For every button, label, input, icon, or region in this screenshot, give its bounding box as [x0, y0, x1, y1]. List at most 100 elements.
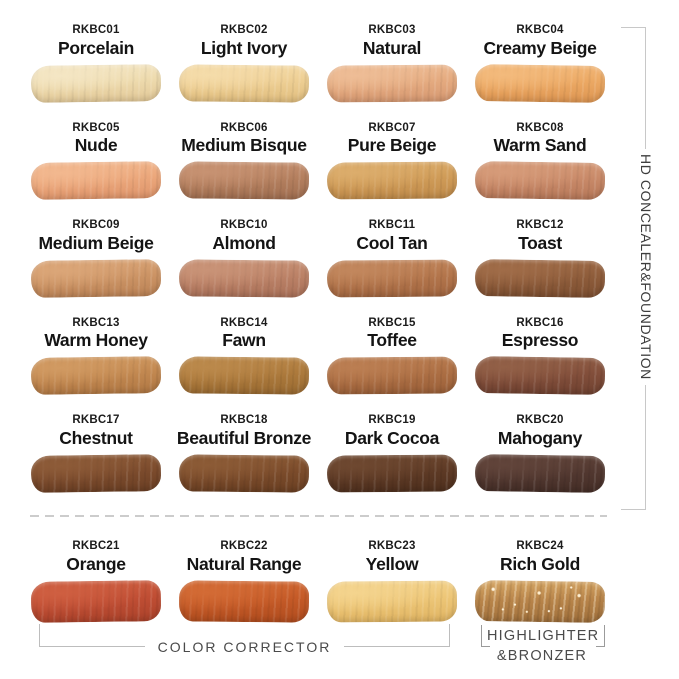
- highlighter-label-line1: HIGHLIGHTER: [487, 628, 600, 644]
- shade-swatch: [178, 259, 310, 298]
- shade-swatch: [474, 258, 606, 298]
- shade-cell-rkbc12: RKBC12 Toast: [466, 203, 614, 301]
- shade-code: RKBC10: [220, 219, 268, 231]
- highlighter-label-line2: &BRONZER: [496, 647, 588, 664]
- shade-swatch: [326, 64, 458, 103]
- shade-cell-rkbc04: RKBC04 Creamy Beige: [466, 8, 614, 106]
- shade-cell-rkbc11: RKBC11 Cool Tan: [318, 203, 466, 301]
- shade-name: Toffee: [367, 330, 417, 351]
- shade-name: Toast: [518, 232, 562, 253]
- shade-code: RKBC24: [516, 540, 564, 552]
- shade-name: Natural Range: [186, 553, 302, 574]
- shade-swatch: [30, 453, 162, 493]
- highlighter-bronzer-label: HIGHLIGHTER &BRONZER: [487, 627, 600, 666]
- corrector-bronzer-grid: RKBC21 Orange RKBC22 Natural Range RKBC23 Yel…: [22, 524, 614, 636]
- shade-swatch: [474, 453, 606, 493]
- shade-name: Dark Cocoa: [344, 427, 440, 448]
- shade-name: Warm Honey: [44, 330, 148, 351]
- shade-swatch: [326, 259, 458, 298]
- shade-swatch: [30, 356, 162, 396]
- shade-swatch: [30, 258, 162, 298]
- shade-name: Fawn: [222, 330, 266, 351]
- shade-cell-rkbc22: RKBC22 Natural Range: [170, 524, 318, 636]
- shade-cell-rkbc19: RKBC19 Dark Cocoa: [318, 398, 466, 496]
- color-corrector-bracket: COLOR CORRECTOR: [39, 624, 450, 654]
- shade-name: Rich Gold: [500, 553, 580, 574]
- highlighter-bracket-left: [481, 625, 490, 647]
- bracket-segment-bottom: [621, 384, 646, 510]
- shade-name: Light Ivory: [200, 37, 288, 58]
- shade-swatch: [178, 64, 310, 103]
- shade-cell-rkbc10: RKBC10 Almond: [170, 203, 318, 301]
- shade-code: RKBC16: [516, 316, 564, 329]
- shade-name: Warm Sand: [493, 135, 587, 156]
- shade-cell-rkbc02: RKBC02 Light Ivory: [170, 8, 318, 106]
- shade-name: Creamy Beige: [483, 37, 597, 58]
- shade-code: RKBC11: [368, 219, 416, 231]
- shade-cell-rkbc16: RKBC16 Espresso: [466, 301, 614, 399]
- shade-cell-rkbc05: RKBC05 Nude: [22, 106, 170, 204]
- shade-name: Espresso: [501, 330, 579, 351]
- bracket-segment-top: [621, 27, 646, 149]
- shade-swatch: [326, 454, 458, 493]
- shade-cell-rkbc21: RKBC21 Orange: [22, 524, 170, 636]
- shade-cell-rkbc13: RKBC13 Warm Honey: [22, 301, 170, 399]
- shade-swatch: [474, 161, 606, 201]
- shade-code: RKBC04: [516, 24, 564, 36]
- shade-name: Beautiful Bronze: [176, 427, 312, 448]
- shade-cell-rkbc08: RKBC08 Warm Sand: [466, 106, 614, 204]
- shade-swatch: [178, 580, 310, 623]
- shade-name: Orange: [66, 553, 126, 574]
- color-corrector-label: COLOR CORRECTOR: [157, 639, 332, 655]
- shade-code: RKBC01: [72, 24, 120, 36]
- shade-swatch: [326, 580, 458, 623]
- highlighter-bracket-right: [596, 625, 605, 647]
- shade-cell-rkbc24: RKBC24 Rich Gold: [466, 524, 614, 636]
- concealer-foundation-grid: RKBC01 Porcelain RKBC02 Light Ivory RKBC03 Na…: [22, 8, 614, 496]
- shade-name: Nude: [74, 135, 118, 156]
- hd-concealer-foundation-bracket: HD CONCEALER&FOUNDATION: [620, 27, 654, 510]
- dashed-divider: [30, 515, 607, 517]
- shade-swatch: [474, 63, 606, 103]
- shade-code: RKBC06: [220, 121, 268, 134]
- shade-cell-rkbc07: RKBC07 Pure Beige: [318, 106, 466, 204]
- shade-code: RKBC18: [220, 414, 268, 426]
- bracket-tick-right: [449, 624, 450, 647]
- shade-code: RKBC08: [516, 121, 564, 134]
- shade-name: Medium Bisque: [181, 135, 307, 156]
- shade-cell-rkbc17: RKBC17 Chestnut: [22, 398, 170, 496]
- shade-code: RKBC14: [220, 316, 268, 329]
- shade-code: RKBC02: [220, 24, 268, 36]
- shade-name: Mahogany: [497, 427, 583, 448]
- shade-cell-rkbc23: RKBC23 Yellow: [318, 524, 466, 636]
- shade-swatch: [326, 161, 458, 200]
- bracket-tick-left: [39, 624, 40, 647]
- shade-code: RKBC23: [368, 540, 416, 552]
- shade-name: Porcelain: [57, 37, 135, 58]
- bracket-line-left: [40, 646, 145, 647]
- shade-code: RKBC21: [72, 540, 120, 552]
- shade-code: RKBC22: [220, 540, 268, 552]
- shade-swatch: [178, 454, 310, 493]
- shade-code: RKBC07: [368, 121, 416, 134]
- shade-cell-rkbc09: RKBC09 Medium Beige: [22, 203, 170, 301]
- shade-code: RKBC03: [368, 24, 416, 36]
- shade-swatch: [30, 161, 162, 201]
- shade-name: Natural: [362, 37, 422, 58]
- shade-swatch: [30, 63, 162, 103]
- shade-name: Chestnut: [59, 427, 133, 448]
- shade-cell-rkbc14: RKBC14 Fawn: [170, 301, 318, 399]
- shade-name: Yellow: [365, 553, 419, 574]
- shade-code: RKBC17: [72, 414, 120, 426]
- shade-swatch: [326, 356, 458, 395]
- shade-code: RKBC15: [368, 316, 416, 329]
- shade-swatch: [178, 161, 310, 200]
- shade-name: Medium Beige: [38, 232, 154, 253]
- shade-swatch: [178, 356, 310, 395]
- shade-cell-rkbc03: RKBC03 Natural: [318, 8, 466, 106]
- shade-swatch: [474, 579, 606, 623]
- shade-cell-rkbc01: RKBC01 Porcelain: [22, 8, 170, 106]
- shade-cell-rkbc18: RKBC18 Beautiful Bronze: [170, 398, 318, 496]
- shade-code: RKBC20: [516, 414, 564, 426]
